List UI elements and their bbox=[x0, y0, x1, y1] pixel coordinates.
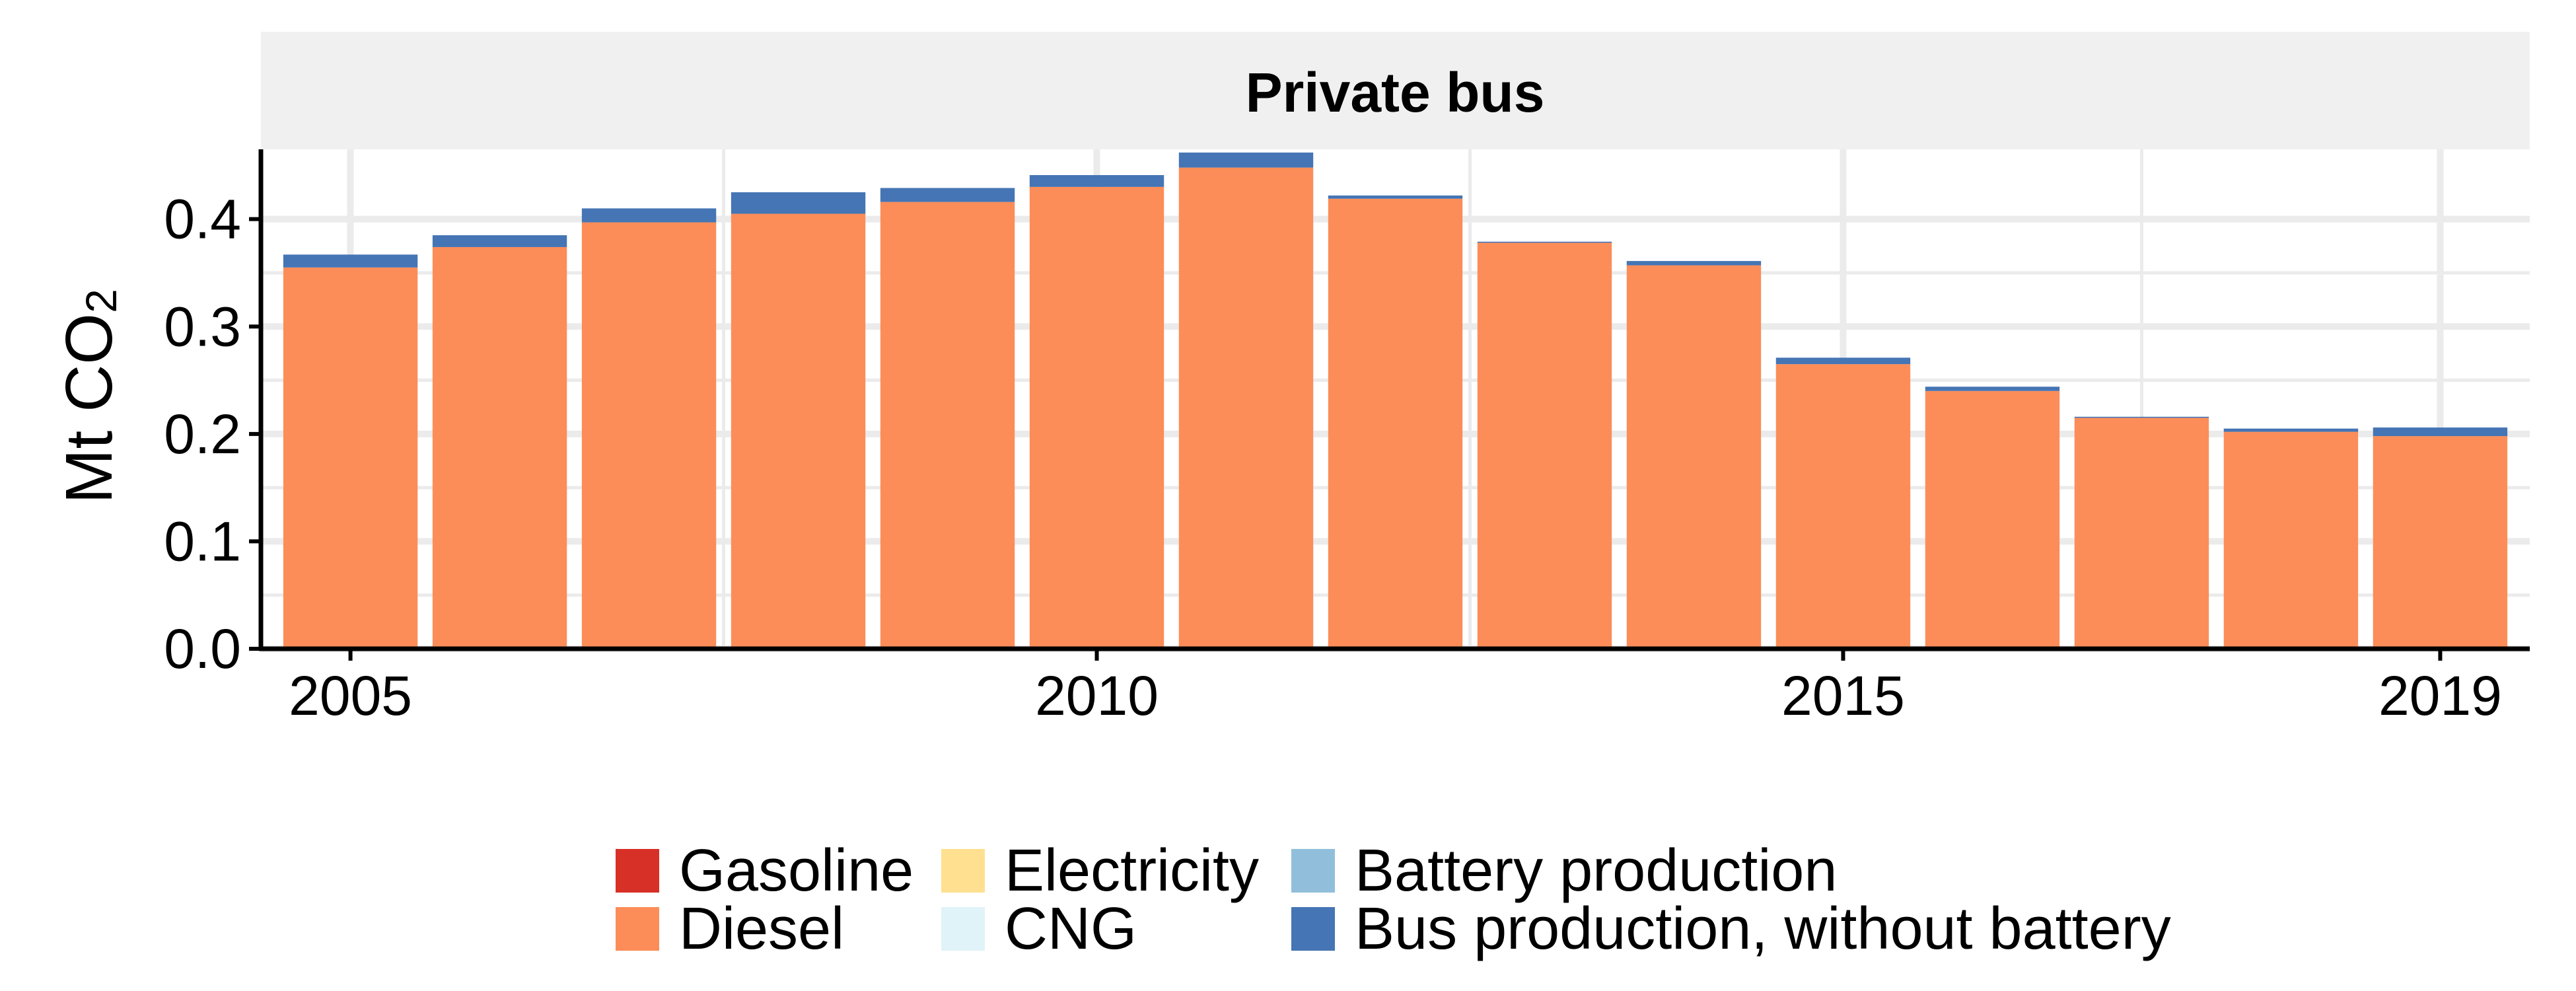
y-axis-title: Mt CO2 bbox=[52, 289, 126, 504]
bar-segment bbox=[1328, 195, 1463, 199]
bar-segment bbox=[1925, 386, 2060, 391]
legend-key bbox=[1291, 907, 1335, 951]
y-tick-label: 0.0 bbox=[164, 618, 241, 680]
bar-segment bbox=[1029, 175, 1164, 187]
bar-segment bbox=[2074, 418, 2209, 649]
bar-segment bbox=[581, 222, 717, 649]
y-tick-label: 0.4 bbox=[164, 188, 241, 250]
bar-segment bbox=[880, 188, 1015, 202]
legend-key bbox=[941, 907, 985, 951]
legend-label: Diesel bbox=[679, 896, 844, 962]
bar-segment bbox=[432, 246, 567, 649]
bar-segment bbox=[581, 208, 717, 223]
facet-title: Private bus bbox=[1246, 61, 1545, 124]
bar-segment bbox=[1477, 242, 1612, 649]
bar-segment bbox=[1775, 364, 1911, 649]
bar-segment bbox=[1775, 357, 1911, 365]
bar-segment bbox=[432, 235, 567, 247]
x-tick-label: 2005 bbox=[289, 665, 412, 727]
x-tick-label: 2015 bbox=[1781, 665, 1905, 727]
y-tick-label: 0.3 bbox=[164, 295, 241, 357]
legend-key bbox=[941, 849, 985, 893]
bar-segment bbox=[2373, 436, 2508, 649]
bar-segment bbox=[731, 192, 866, 214]
y-tick-label: 0.1 bbox=[164, 510, 241, 572]
bar-segment bbox=[1477, 241, 1612, 243]
y-axis-title-subscript: 2 bbox=[77, 289, 125, 313]
axes-layer: 0.0 0.1 0.2 0.3 0.4 2005 2010 2015 2019 bbox=[164, 149, 2530, 727]
bar-segment bbox=[2373, 427, 2508, 437]
bar-segment bbox=[2074, 416, 2209, 418]
legend-key bbox=[616, 849, 659, 893]
x-tick-label: 2019 bbox=[2379, 665, 2502, 727]
bar-segment bbox=[1925, 390, 2060, 649]
bar-segment bbox=[283, 254, 418, 268]
bar-segment bbox=[1626, 261, 1762, 266]
bar-segment bbox=[1178, 167, 1314, 649]
legend-key bbox=[1291, 849, 1335, 893]
bar-segment bbox=[1626, 265, 1762, 649]
legend-label: Battery production bbox=[1355, 838, 1837, 904]
bars-layer bbox=[283, 152, 2508, 649]
bar-segment bbox=[2223, 428, 2359, 432]
legend-label: Electricity bbox=[1005, 838, 1259, 904]
bar-segment bbox=[880, 202, 1015, 649]
bar-segment bbox=[1029, 186, 1164, 649]
y-tick-label: 0.2 bbox=[164, 403, 241, 465]
y-axis-title-main: Mt CO bbox=[52, 313, 126, 504]
legend-label: Gasoline bbox=[679, 838, 913, 904]
bar-segment bbox=[2223, 431, 2359, 649]
legend-label: CNG bbox=[1005, 896, 1137, 962]
bar-segment bbox=[283, 267, 418, 649]
bar-segment bbox=[1178, 152, 1314, 168]
facet-strip bbox=[261, 32, 2530, 149]
bar-segment bbox=[1328, 198, 1463, 649]
x-tick-label: 2010 bbox=[1035, 665, 1159, 727]
legend-key bbox=[616, 907, 659, 951]
bar-segment bbox=[731, 213, 866, 649]
legend-label: Bus production, without battery bbox=[1355, 896, 2171, 962]
